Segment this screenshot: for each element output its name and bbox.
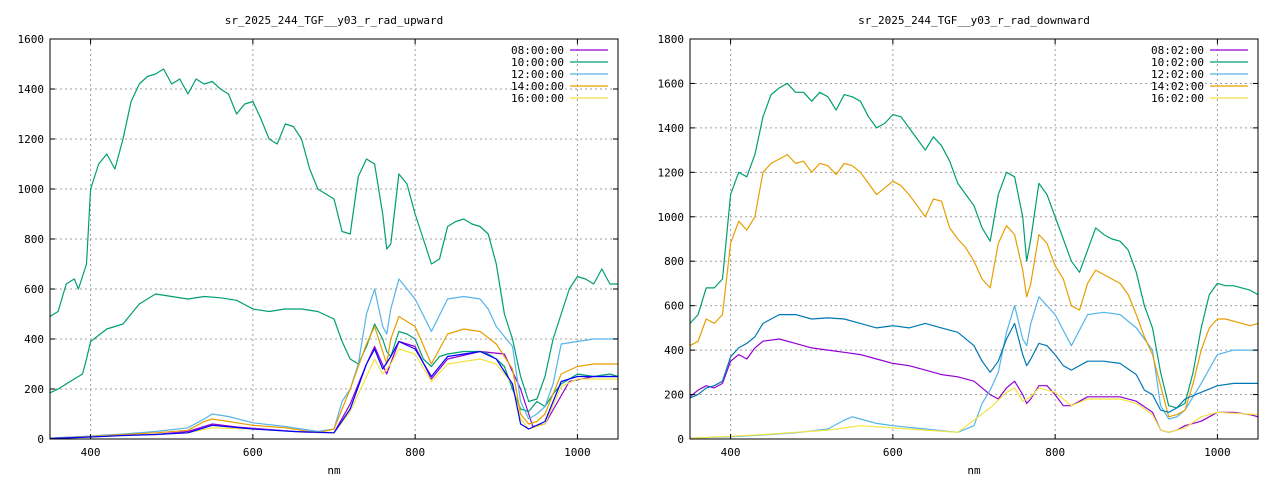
series-line <box>689 82 1259 409</box>
y-tick-label: 1400 <box>658 122 685 135</box>
downward-radiance-chart: 400 600 800 1000 0 200 400 600 800 1000 1200 1400 16… <box>658 14 1259 477</box>
x-tick-label: 800 <box>1045 446 1065 459</box>
x-tick-label: 600 <box>243 446 263 459</box>
x-tick-label: 400 <box>81 446 101 459</box>
series-line <box>49 293 619 413</box>
y-tick-label: 1200 <box>18 133 45 146</box>
legend-label: 08:02:00 <box>1151 44 1204 57</box>
x-tick-label: 1000 <box>564 446 591 459</box>
y-tick-label: 800 <box>664 255 684 268</box>
y-tick-label: 600 <box>24 283 44 296</box>
legend-label: 08:00:00 <box>511 44 564 57</box>
y-tick-label: 200 <box>24 383 44 396</box>
legend-label: 12:00:00 <box>511 68 564 81</box>
series-line <box>49 340 618 439</box>
x-tick-label: 800 <box>405 446 425 459</box>
legend-label: 10:02:00 <box>1151 56 1204 69</box>
x-axis-label: nm <box>327 464 341 477</box>
series-line <box>689 296 1258 439</box>
x-tick-label: 400 <box>721 446 741 459</box>
x-tick-label: 600 <box>883 446 903 459</box>
upward-radiance-chart: 400 600 800 1000 0 200 400 600 800 1000 1200 1400 16… <box>18 14 619 477</box>
legend-label: 16:02:00 <box>1151 92 1204 105</box>
series-line <box>49 68 618 403</box>
legend-label: 14:02:00 <box>1151 80 1204 93</box>
series-line <box>49 340 618 440</box>
y-tick-label: 1600 <box>18 33 45 46</box>
plot-frame <box>689 38 1259 440</box>
y-tick-label: 400 <box>24 333 44 346</box>
y-tick-label: 0 <box>677 433 684 446</box>
legend-label: 16:00:00 <box>511 92 564 105</box>
y-tick-label: 1200 <box>658 166 685 179</box>
y-tick-label: 1000 <box>18 183 45 196</box>
y-tick-label: 1600 <box>658 77 685 90</box>
series-line <box>689 387 1259 439</box>
series-line <box>49 278 618 439</box>
y-tick-label: 0 <box>37 433 44 446</box>
x-tick-label: 1000 <box>1204 446 1231 459</box>
series-line <box>49 315 618 439</box>
x-axis-label: nm <box>967 464 981 477</box>
series-line <box>49 348 618 440</box>
y-tick-label: 200 <box>664 389 684 402</box>
series-line <box>689 314 1258 413</box>
series-line <box>689 154 1259 418</box>
y-tick-label: 400 <box>664 344 684 357</box>
chart-title: sr_2025_244_TGF__y03_r_rad_upward <box>225 14 444 27</box>
legend-label: 14:00:00 <box>511 80 564 93</box>
y-tick-label: 1000 <box>658 211 685 224</box>
legend-label: 12:02:00 <box>1151 68 1204 81</box>
chart-title: sr_2025_244_TGF__y03_r_rad_downward <box>858 14 1090 27</box>
y-tick-label: 1400 <box>18 83 45 96</box>
legend-label: 10:00:00 <box>511 56 564 69</box>
y-tick-label: 800 <box>24 233 44 246</box>
y-tick-label: 1800 <box>658 33 685 46</box>
y-tick-label: 600 <box>664 300 684 313</box>
